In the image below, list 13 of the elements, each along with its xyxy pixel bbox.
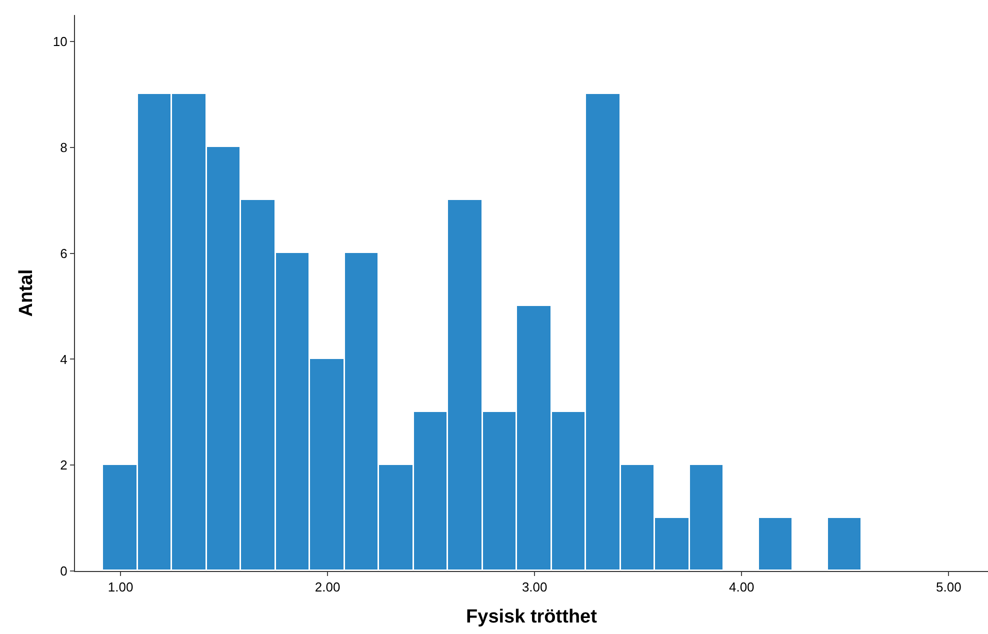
y-tick-label: 8	[60, 140, 68, 155]
y-tick-label: 10	[52, 34, 68, 50]
x-tick-label: 2.00	[314, 580, 340, 595]
x-tick-label: 1.00	[108, 580, 134, 595]
x-axis-title: Fysisk trötthet	[466, 606, 598, 628]
y-tick-label: 6	[60, 246, 68, 261]
y-tick-label: 0	[60, 564, 68, 579]
y-axis-title: Antal	[16, 269, 37, 317]
x-tick-label: 3.00	[522, 580, 548, 595]
x-tick-label: 5.00	[936, 580, 962, 595]
y-tick-label: 2	[60, 458, 68, 473]
y-tick-label: 4	[60, 352, 68, 367]
x-tick-label: 4.00	[728, 580, 754, 595]
